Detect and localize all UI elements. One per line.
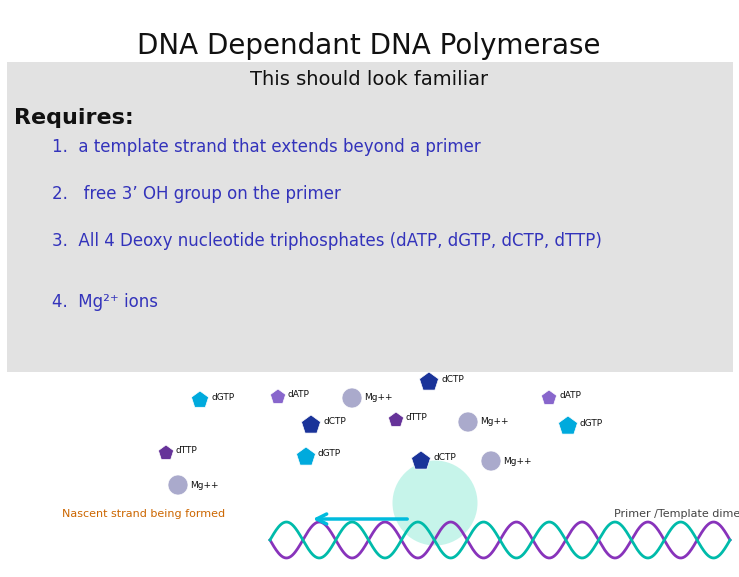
Polygon shape	[412, 451, 431, 469]
Text: dATP: dATP	[559, 391, 581, 400]
Text: 4.  Mg²⁺ ions: 4. Mg²⁺ ions	[52, 293, 158, 311]
Text: dTTP: dTTP	[406, 413, 428, 422]
Ellipse shape	[168, 475, 188, 495]
Ellipse shape	[481, 451, 501, 471]
Text: dCTP: dCTP	[441, 374, 464, 384]
Text: This should look familiar: This should look familiar	[250, 70, 488, 89]
Polygon shape	[389, 412, 403, 426]
Text: Nascent strand being formed: Nascent strand being formed	[62, 509, 225, 519]
Text: 3.  All 4 Deoxy nucleotide triphosphates (dATP, dGTP, dCTP, dTTP): 3. All 4 Deoxy nucleotide triphosphates …	[52, 232, 602, 250]
FancyBboxPatch shape	[7, 62, 733, 372]
Polygon shape	[302, 415, 321, 433]
Text: dGTP: dGTP	[211, 393, 234, 402]
Text: Mg++: Mg++	[480, 418, 508, 426]
Ellipse shape	[342, 388, 362, 408]
Polygon shape	[191, 391, 208, 407]
Polygon shape	[158, 445, 174, 459]
Text: DNA Dependant DNA Polymerase: DNA Dependant DNA Polymerase	[137, 32, 601, 60]
Text: Mg++: Mg++	[503, 456, 531, 466]
Text: dCTP: dCTP	[433, 454, 456, 463]
Polygon shape	[296, 447, 316, 465]
Text: Mg++: Mg++	[364, 394, 392, 403]
Text: dTTP: dTTP	[176, 446, 198, 455]
Ellipse shape	[458, 412, 478, 432]
Polygon shape	[559, 416, 577, 434]
Text: dGTP: dGTP	[580, 418, 603, 428]
Text: 2.   free 3’ OH group on the primer: 2. free 3’ OH group on the primer	[52, 185, 341, 203]
Text: Requires:: Requires:	[14, 108, 134, 128]
Text: dCTP: dCTP	[323, 418, 346, 426]
Text: Mg++: Mg++	[190, 481, 219, 489]
Text: 1.  a template strand that extends beyond a primer: 1. a template strand that extends beyond…	[52, 138, 481, 156]
Polygon shape	[542, 390, 556, 404]
Ellipse shape	[392, 460, 477, 545]
Text: dATP: dATP	[288, 390, 310, 399]
Polygon shape	[270, 389, 285, 403]
Text: dGTP: dGTP	[318, 449, 341, 459]
Text: Primer /Template dimer: Primer /Template dimer	[614, 509, 739, 519]
Polygon shape	[420, 372, 438, 390]
